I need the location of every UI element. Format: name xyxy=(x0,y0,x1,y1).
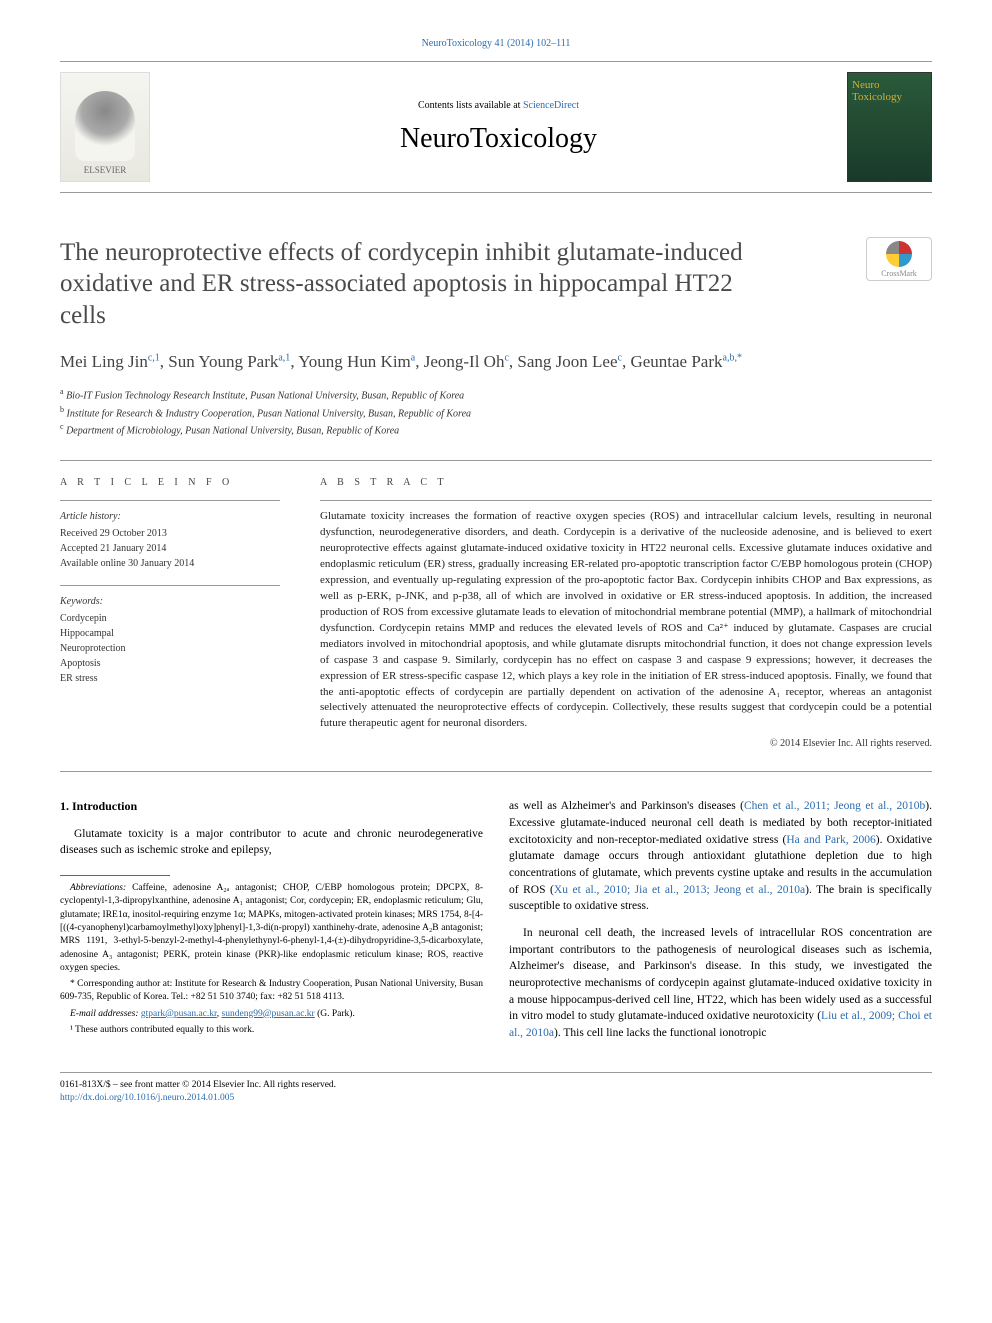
author-affiliation-marker: c xyxy=(504,352,508,363)
crossmark-badge[interactable]: CrossMark xyxy=(866,237,932,281)
author-affiliation-marker: a,1 xyxy=(278,352,290,363)
email-link-2[interactable]: sundeng99@pusan.ac.kr xyxy=(222,1009,315,1019)
author-affiliation-marker: c,1 xyxy=(148,352,160,363)
author-affiliation-marker: a xyxy=(411,352,415,363)
intro-paragraph-2: In neuronal cell death, the increased le… xyxy=(509,925,932,1042)
intro-paragraph-cont: as well as Alzheimer's and Parkinson's d… xyxy=(509,798,932,915)
journal-name: NeuroToxicology xyxy=(150,123,847,155)
abbrev-body: Caffeine, adenosine A₂ₐ antagonist; CHOP… xyxy=(60,883,483,973)
equal-contribution-footnote: ¹ These authors contributed equally to t… xyxy=(60,1024,483,1037)
elsevier-tree-icon xyxy=(75,91,135,161)
header-band: ELSEVIER Contents lists available at Sci… xyxy=(60,61,932,193)
author-affiliation-marker: c xyxy=(618,352,622,363)
journal-cover-thumb: Neuro Toxicology xyxy=(847,72,932,182)
introduction-heading: 1. Introduction xyxy=(60,798,483,815)
author-name: Mei Ling Jin xyxy=(60,352,148,371)
affiliation-line: c Department of Microbiology, Pusan Nati… xyxy=(60,421,932,438)
footnote-divider xyxy=(60,875,170,876)
affiliation-line: a Bio-IT Fusion Technology Research Inst… xyxy=(60,386,932,403)
keyword-item: Hippocampal xyxy=(60,626,280,641)
issn-line: 0161-813X/$ – see front matter © 2014 El… xyxy=(60,1079,932,1092)
contents-prefix: Contents lists available at xyxy=(418,100,523,111)
section-divider xyxy=(60,771,932,772)
contents-line: Contents lists available at ScienceDirec… xyxy=(150,100,847,111)
keyword-item: Cordycepin xyxy=(60,611,280,626)
author-name: Jeong-Il Oh xyxy=(424,352,505,371)
history-accepted: Accepted 21 January 2014 xyxy=(60,541,280,556)
affiliations-list: a Bio-IT Fusion Technology Research Inst… xyxy=(60,386,932,438)
p2a: In neuronal cell death, the increased le… xyxy=(509,927,932,1022)
p1a: as well as Alzheimer's and Parkinson's d… xyxy=(509,800,744,812)
footer-divider xyxy=(60,1072,932,1073)
article-title: The neuroprotective effects of cordycepi… xyxy=(60,237,780,331)
email-head: E-mail addresses: xyxy=(70,1009,139,1019)
abstract-copyright: © 2014 Elsevier Inc. All rights reserved… xyxy=(320,738,932,749)
authors-list: Mei Ling Jinc,1, Sun Young Parka,1, Youn… xyxy=(60,349,932,375)
email-footnote: E-mail addresses: gtpark@pusan.ac.kr, su… xyxy=(60,1008,483,1021)
keywords-block: Keywords: CordycepinHippocampalNeuroprot… xyxy=(60,585,280,686)
elsevier-label: ELSEVIER xyxy=(84,165,127,175)
crossmark-label: CrossMark xyxy=(881,269,917,278)
citation-link-3[interactable]: Xu et al., 2010; Jia et al., 2013; Jeong… xyxy=(554,884,805,896)
abbreviations-footnote: Abbreviations: Caffeine, adenosine A₂ₐ a… xyxy=(60,882,483,975)
elsevier-logo: ELSEVIER xyxy=(60,72,150,182)
history-online: Available online 30 January 2014 xyxy=(60,556,280,571)
affiliation-line: b Institute for Research & Industry Coop… xyxy=(60,404,932,421)
corr-head: * Corresponding author at: xyxy=(70,979,172,989)
email-link-1[interactable]: gtpark@pusan.ac.kr xyxy=(141,1009,217,1019)
article-info-label: A R T I C L E I N F O xyxy=(60,477,280,488)
history-received: Received 29 October 2013 xyxy=(60,526,280,541)
corresponding-author-footnote: * Corresponding author at: Institute for… xyxy=(60,978,483,1005)
history-heading: Article history: xyxy=(60,509,280,524)
keywords-heading: Keywords: xyxy=(60,594,280,609)
keyword-item: Apoptosis xyxy=(60,656,280,671)
sciencedirect-link[interactable]: ScienceDirect xyxy=(523,100,579,111)
abstract-text: Glutamate toxicity increases the formati… xyxy=(320,500,932,732)
author-affiliation-marker: a,b,* xyxy=(723,352,742,363)
journal-citation-line: NeuroToxicology 41 (2014) 102–111 xyxy=(60,38,932,49)
right-column: as well as Alzheimer's and Parkinson's d… xyxy=(509,798,932,1051)
citation-link-2[interactable]: Ha and Park, 2006 xyxy=(786,834,875,846)
author-name: Sang Joon Lee xyxy=(517,352,617,371)
author-name: Sun Young Park xyxy=(168,352,278,371)
left-column: 1. Introduction Glutamate toxicity is a … xyxy=(60,798,483,1051)
author-name: Young Hun Kim xyxy=(298,352,411,371)
intro-paragraph-1: Glutamate toxicity is a major contributo… xyxy=(60,826,483,859)
author-name: Geuntae Park xyxy=(630,352,722,371)
cover-line-1: Neuro xyxy=(852,79,927,91)
article-history-block: Article history: Received 29 October 201… xyxy=(60,500,280,571)
doi-link[interactable]: http://dx.doi.org/10.1016/j.neuro.2014.0… xyxy=(60,1093,234,1103)
cover-line-2: Toxicology xyxy=(852,91,927,103)
email-tail: (G. Park). xyxy=(315,1009,355,1019)
p2b: ). This cell line lacks the functional i… xyxy=(554,1027,766,1039)
abstract-label: A B S T R A C T xyxy=(320,477,932,488)
keyword-item: ER stress xyxy=(60,671,280,686)
footer-publication-info: 0161-813X/$ – see front matter © 2014 El… xyxy=(60,1079,932,1106)
citation-link-1[interactable]: Chen et al., 2011; Jeong et al., 2010b xyxy=(744,800,925,812)
keyword-item: Neuroprotection xyxy=(60,641,280,656)
crossmark-icon xyxy=(886,241,912,267)
abbrev-head: Abbreviations: xyxy=(70,883,126,893)
section-divider xyxy=(60,460,932,461)
